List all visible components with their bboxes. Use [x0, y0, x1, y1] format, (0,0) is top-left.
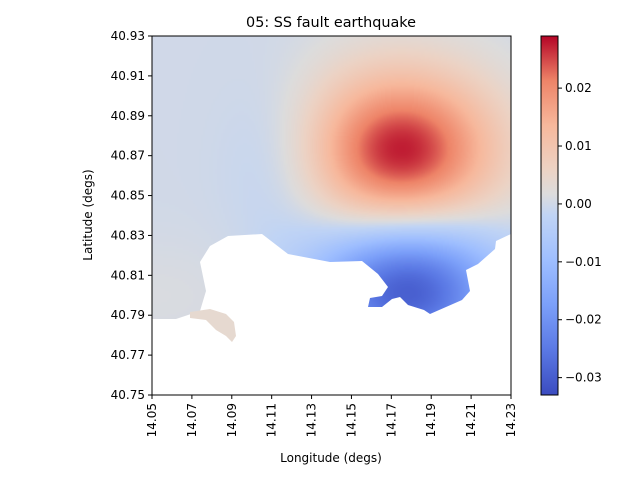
y-tick-label: 40.77 [111, 348, 145, 362]
x-tick-label: 14.05 [145, 403, 159, 437]
x-axis-title: Longitude (degs) [280, 451, 382, 465]
land-mask [152, 234, 511, 395]
colorbar-gradient [540, 35, 559, 396]
y-tick-label: 40.87 [111, 149, 145, 163]
x-tick-label: 14.15 [344, 403, 358, 437]
x-tick-label: 14.11 [265, 403, 279, 437]
x-tick-label: 14.07 [185, 403, 199, 437]
heatmap-area [152, 36, 511, 395]
colorbar-tick-label: −0.01 [565, 255, 602, 269]
y-tick-label: 40.75 [111, 388, 145, 402]
colorbar-tick-label: −0.03 [565, 371, 602, 385]
y-tick-label: 40.81 [111, 268, 145, 282]
chart-title: 05: SS fault earthquake [246, 15, 416, 31]
y-tick-label: 40.91 [111, 69, 145, 83]
land-tongue [190, 309, 236, 342]
plot-frame [151, 35, 512, 396]
x-tick-label: 14.13 [305, 403, 319, 437]
colorbar: 0.02 0.01 0.00 −0.01 −0.02 −0.03 [540, 35, 602, 396]
colorbar-tick-label: 0.01 [565, 139, 592, 153]
x-tick-label: 14.19 [424, 403, 438, 437]
x-tick-label: 14.17 [384, 403, 398, 437]
x-axis: 14.05 14.07 14.09 14.11 14.13 14.15 14.17 14.19… [145, 395, 518, 437]
colorbar-axis: 0.02 0.01 0.00 −0.01 −0.02 −0.03 [558, 81, 602, 385]
y-tick-label: 40.85 [111, 189, 145, 203]
x-tick-label: 14.23 [504, 403, 518, 437]
y-axis: 40.75 40.77 40.79 40.81 40.83 40.85 40.87 40.89… [111, 29, 152, 402]
y-axis-title: Latitude (degs) [81, 169, 95, 260]
colorbar-tick-label: 0.00 [565, 197, 592, 211]
x-tick-label: 14.21 [464, 403, 478, 437]
y-tick-label: 40.93 [111, 29, 145, 43]
colorbar-tick-label: −0.02 [565, 313, 602, 327]
y-tick-label: 40.89 [111, 109, 145, 123]
y-tick-label: 40.79 [111, 308, 145, 322]
colorbar-tick-label: 0.02 [565, 81, 592, 95]
y-tick-label: 40.83 [111, 228, 145, 242]
x-tick-label: 14.09 [225, 403, 239, 437]
